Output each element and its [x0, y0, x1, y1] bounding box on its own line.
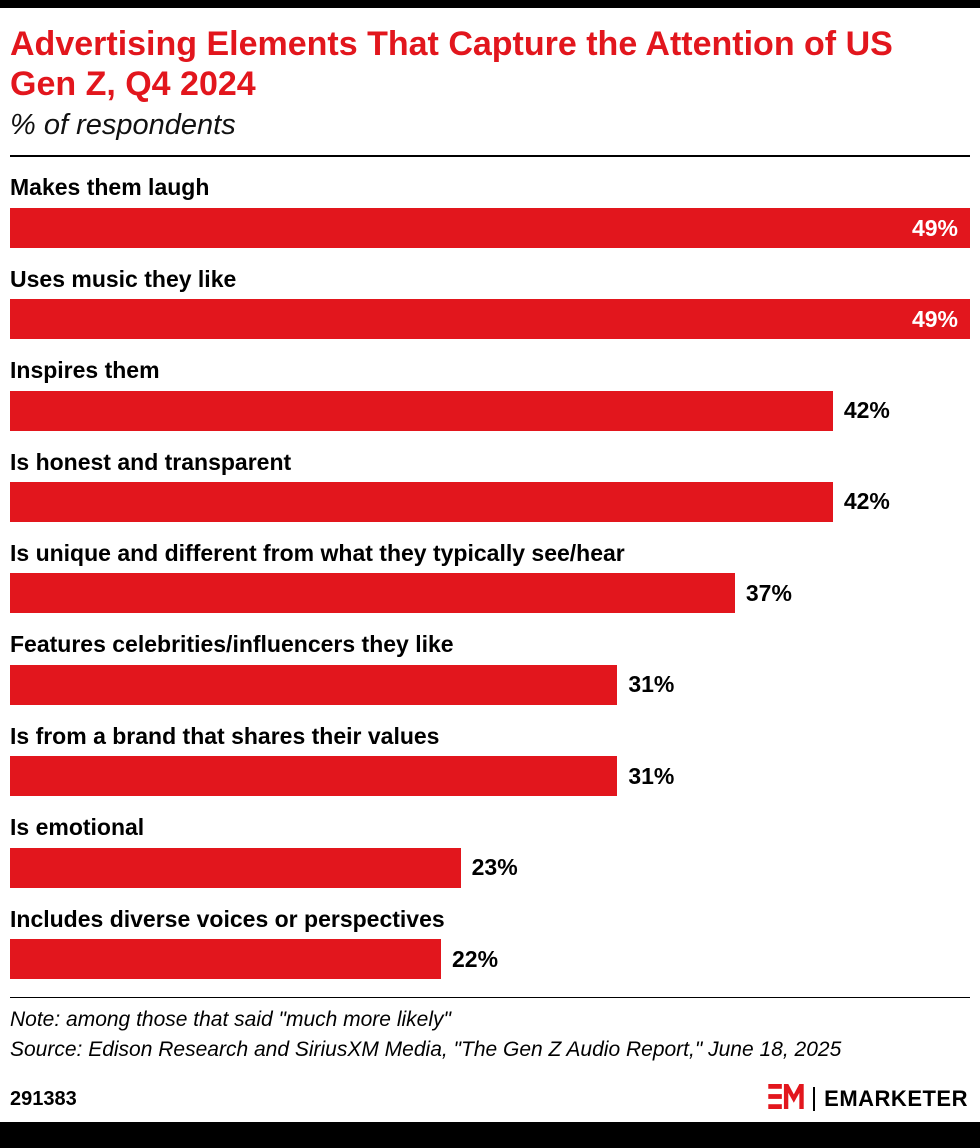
bar-category-label: Makes them laugh [10, 174, 210, 201]
bar-category-label: Includes diverse voices or perspectives [10, 905, 445, 932]
chart-id: 291383 [10, 1087, 77, 1110]
emarketer-logo-icon [768, 1084, 804, 1114]
bar-value-label: 42% [843, 488, 890, 515]
top-black-bar [0, 0, 980, 8]
bar-value-label: 22% [452, 945, 499, 972]
bar-track: 23% [10, 847, 970, 888]
bar [10, 756, 618, 797]
bar [10, 939, 442, 980]
footer-bar: 291383 EMARKETER [10, 1084, 968, 1114]
bar: 49% [10, 207, 970, 248]
bar-category-label: Features celebrities/influencers they li… [10, 631, 454, 658]
bar-track: 42% [10, 390, 970, 431]
bar-value-label: 31% [628, 671, 675, 698]
emarketer-brand: EMARKETER [768, 1084, 968, 1114]
bar-category-label: Is emotional [10, 814, 145, 841]
bar-row: Is unique and different from what they t… [10, 539, 970, 614]
bar-row: Makes them laugh 49% [10, 174, 970, 248]
bar-row: Inspires them 42% [10, 357, 970, 431]
bar-row: Uses music they like 49% [10, 265, 970, 340]
bar-row: Features celebrities/influencers they li… [10, 631, 970, 705]
bar-track: 37% [10, 573, 970, 614]
bar: 49% [10, 299, 970, 340]
bar-value-label: 23% [471, 854, 518, 881]
page-content: Advertising Elements That Capture the At… [0, 24, 980, 1064]
bar-row: Is honest and transparent 42% [10, 449, 970, 522]
bar-category-label: Uses music they like [10, 265, 237, 292]
bar-value-label: 37% [745, 579, 792, 606]
bar-track: 22% [10, 939, 970, 980]
bar-value-label: 49% [911, 214, 958, 241]
footer-divider [10, 997, 970, 999]
chart-source: Source: Edison Research and SiriusXM Med… [10, 1037, 842, 1061]
logo-separator [813, 1087, 816, 1111]
chart-subtitle: % of respondents [10, 109, 236, 142]
bar-value-label: 31% [628, 762, 675, 789]
bar-row: Includes diverse voices or perspectives 2… [10, 905, 970, 980]
bar-track: 49% [10, 299, 970, 340]
bar-chart: Makes them laugh 49% Uses music they like 4… [10, 174, 970, 980]
chart-title: Advertising Elements That Capture the At… [10, 25, 893, 104]
bar [10, 573, 735, 614]
bar-row: Is emotional 23% [10, 814, 970, 888]
bar-category-label: Inspires them [10, 357, 160, 384]
bar-track: 31% [10, 756, 970, 797]
bar-track: 42% [10, 481, 970, 522]
bar [10, 847, 461, 888]
bar-value-label: 49% [911, 306, 958, 333]
bar [10, 390, 833, 431]
bar-track: 31% [10, 664, 970, 705]
bar [10, 664, 618, 705]
bar-track: 49% [10, 207, 970, 248]
bar-value-label: 42% [843, 397, 890, 424]
bottom-black-bar [0, 1122, 980, 1148]
bar-category-label: Is unique and different from what they t… [10, 539, 625, 566]
bar [10, 481, 833, 522]
brand-name: EMARKETER [824, 1086, 968, 1111]
bar-category-label: Is honest and transparent [10, 448, 292, 475]
bar-row: Is from a brand that shares their values… [10, 722, 970, 797]
bar-category-label: Is from a brand that shares their values [10, 722, 440, 749]
chart-note: Note: among those that said "much more l… [10, 1008, 451, 1032]
header-divider [10, 155, 970, 158]
